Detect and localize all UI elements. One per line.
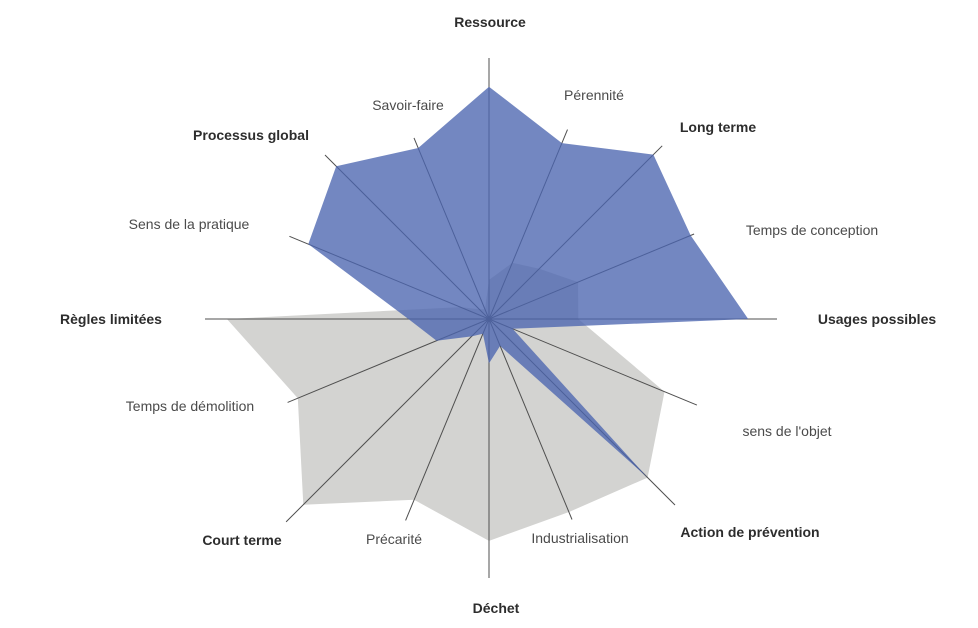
- axis-label-court-terme: Court terme: [202, 532, 282, 548]
- axis-labels: Ressource Pérennité Long terme Temps de con…: [60, 14, 936, 616]
- axis-label-precarite: Précarité: [366, 531, 422, 547]
- blue-series-group: [308, 86, 749, 478]
- axis-label-usages-possibles: Usages possibles: [818, 311, 936, 327]
- axis-line-sens-de-l-objet: [488, 318, 698, 406]
- axis-label-sens-de-la-pratique: Sens de la pratique: [129, 216, 250, 232]
- axis-label-long-terme: Long terme: [680, 119, 756, 135]
- axis-label-industrialisation: Industrialisation: [531, 530, 628, 546]
- axis-line-court-terme: [285, 318, 490, 523]
- blue-series-polygon: [308, 86, 749, 478]
- axis-line-industrialisation: [488, 318, 573, 520]
- axis-label-dechet: Déchet: [473, 600, 520, 616]
- axis-label-temps-de-demolition: Temps de démolition: [126, 398, 254, 414]
- axis-line-precarite: [405, 318, 490, 521]
- axis-label-temps-de-conception: Temps de conception: [746, 222, 878, 238]
- axis-label-savoir-faire: Savoir-faire: [372, 97, 444, 113]
- axis-label-regles-limitees: Règles limitées: [60, 311, 162, 327]
- axis-label-ressource: Ressource: [454, 14, 526, 30]
- axis-label-sens-de-l-objet: sens de l'objet: [742, 423, 831, 439]
- axis-label-processus-global: Processus global: [193, 127, 309, 143]
- axis-label-action-de-prevention: Action de prévention: [680, 524, 819, 540]
- axis-label-perennite: Pérennité: [564, 87, 624, 103]
